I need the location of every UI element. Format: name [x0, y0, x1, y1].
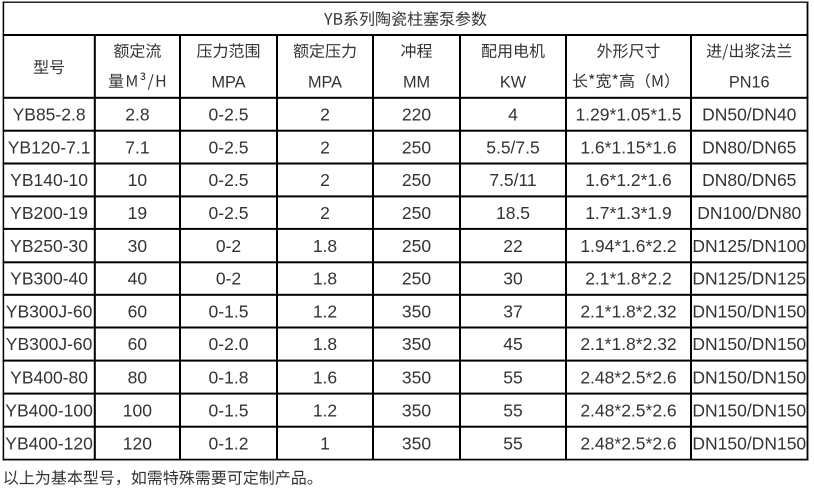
- svg-text:40: 40: [128, 269, 148, 289]
- svg-text:2.48*2.5*2.6: 2.48*2.5*2.6: [580, 367, 676, 387]
- svg-text:0-1.2: 0-1.2: [209, 433, 249, 453]
- svg-text:19: 19: [128, 203, 147, 223]
- svg-text:2.8: 2.8: [125, 104, 149, 124]
- svg-text:30: 30: [503, 269, 523, 289]
- svg-text:2.48*2.5*2.6: 2.48*2.5*2.6: [580, 400, 676, 420]
- svg-text:220: 220: [402, 104, 431, 124]
- svg-text:1.8: 1.8: [313, 269, 337, 289]
- svg-text:30: 30: [128, 236, 148, 256]
- svg-text:0-1.8: 0-1.8: [209, 367, 249, 387]
- svg-text:1: 1: [320, 433, 330, 453]
- svg-text:DN125/DN100: DN125/DN100: [692, 236, 806, 256]
- svg-text:80: 80: [128, 367, 148, 387]
- svg-text:1.94*1.6*2.2: 1.94*1.6*2.2: [580, 236, 676, 256]
- svg-text:45: 45: [503, 334, 522, 354]
- svg-text:DN125/DN125: DN125/DN125: [692, 269, 806, 289]
- svg-text:1.2: 1.2: [313, 301, 337, 321]
- svg-text:1.8: 1.8: [313, 236, 337, 256]
- svg-text:DN150/DN150: DN150/DN150: [692, 400, 806, 420]
- svg-text:18.5: 18.5: [496, 203, 530, 223]
- svg-text:1.29*1.05*1.5: 1.29*1.05*1.5: [575, 104, 681, 124]
- svg-text:250: 250: [402, 170, 431, 190]
- svg-text:1.2: 1.2: [313, 400, 337, 420]
- svg-text:350: 350: [402, 334, 431, 354]
- svg-text:1.6*1.15*1.6: 1.6*1.15*1.6: [580, 137, 676, 157]
- svg-text:0-1.5: 0-1.5: [209, 400, 249, 420]
- svg-text:YB200-19: YB200-19: [10, 203, 88, 223]
- svg-text:1.7*1.3*1.9: 1.7*1.3*1.9: [585, 203, 672, 223]
- svg-text:100: 100: [123, 400, 152, 420]
- svg-text:350: 350: [402, 367, 431, 387]
- svg-text:0-2.5: 0-2.5: [209, 137, 249, 157]
- svg-text:YB85-2.8: YB85-2.8: [13, 104, 86, 124]
- svg-text:7.5/11: 7.5/11: [489, 170, 536, 190]
- svg-text:DN150/DN150: DN150/DN150: [692, 301, 806, 321]
- svg-text:YB250-30: YB250-30: [10, 236, 88, 256]
- svg-text:250: 250: [402, 203, 431, 223]
- svg-text:22: 22: [503, 236, 522, 256]
- svg-text:DN100/DN80: DN100/DN80: [697, 203, 801, 223]
- svg-text:2: 2: [320, 104, 330, 124]
- svg-text:MM: MM: [403, 74, 430, 92]
- svg-text:1.8: 1.8: [313, 334, 337, 354]
- svg-text:0-2.0: 0-2.0: [209, 334, 249, 354]
- svg-text:YB400-100: YB400-100: [5, 400, 93, 420]
- svg-text:0-2.5: 0-2.5: [209, 104, 249, 124]
- svg-text:YB300J-60: YB300J-60: [6, 301, 93, 321]
- svg-text:YB400-120: YB400-120: [5, 433, 93, 453]
- svg-text:37: 37: [503, 301, 522, 321]
- svg-text:4: 4: [508, 104, 518, 124]
- svg-text:DN80/DN65: DN80/DN65: [702, 137, 796, 157]
- svg-text:0-1.5: 0-1.5: [209, 301, 249, 321]
- svg-text:350: 350: [402, 301, 431, 321]
- svg-text:YB140-10: YB140-10: [10, 170, 88, 190]
- svg-text:YB300-40: YB300-40: [10, 269, 88, 289]
- svg-text:MPA: MPA: [211, 74, 245, 92]
- svg-text:55: 55: [503, 400, 522, 420]
- svg-text:250: 250: [402, 236, 431, 256]
- svg-text:60: 60: [128, 301, 148, 321]
- svg-text:0-2: 0-2: [216, 236, 241, 256]
- svg-text:1.6: 1.6: [313, 367, 337, 387]
- svg-text:55: 55: [503, 367, 522, 387]
- svg-text:7.1: 7.1: [125, 137, 149, 157]
- svg-text:2: 2: [320, 170, 330, 190]
- svg-text:2.1*1.8*2.2: 2.1*1.8*2.2: [585, 269, 672, 289]
- svg-text:DN50/DN40: DN50/DN40: [702, 104, 797, 124]
- svg-text:2.1*1.8*2.32: 2.1*1.8*2.32: [580, 301, 676, 321]
- svg-text:250: 250: [402, 269, 431, 289]
- svg-text:5.5/7.5: 5.5/7.5: [486, 137, 540, 157]
- svg-text:YB120-7.1: YB120-7.1: [8, 137, 91, 157]
- svg-text:YB400-80: YB400-80: [10, 367, 88, 387]
- svg-text:2: 2: [320, 137, 330, 157]
- svg-text:350: 350: [402, 400, 431, 420]
- svg-text:KW: KW: [500, 74, 527, 92]
- svg-text:DN150/DN150: DN150/DN150: [692, 334, 806, 354]
- svg-text:250: 250: [402, 137, 431, 157]
- svg-text:MPA: MPA: [308, 74, 342, 92]
- svg-text:350: 350: [402, 433, 431, 453]
- svg-text:DN150/DN150: DN150/DN150: [692, 433, 806, 453]
- svg-text:2: 2: [320, 203, 330, 223]
- svg-text:2.1*1.8*2.32: 2.1*1.8*2.32: [580, 334, 676, 354]
- svg-text:0-2.5: 0-2.5: [209, 203, 249, 223]
- svg-text:120: 120: [123, 433, 152, 453]
- svg-text:PN16: PN16: [729, 74, 770, 92]
- svg-text:1.6*1.2*1.6: 1.6*1.2*1.6: [585, 170, 672, 190]
- svg-text:2.48*2.5*2.6: 2.48*2.5*2.6: [580, 433, 676, 453]
- svg-text:55: 55: [503, 433, 522, 453]
- svg-text:0-2.5: 0-2.5: [209, 170, 249, 190]
- svg-text:60: 60: [128, 334, 148, 354]
- svg-text:0-2: 0-2: [216, 269, 241, 289]
- svg-text:DN80/DN65: DN80/DN65: [702, 170, 796, 190]
- svg-text:DN150/DN150: DN150/DN150: [692, 367, 806, 387]
- svg-text:YB300J-60: YB300J-60: [6, 334, 93, 354]
- svg-text:10: 10: [128, 170, 148, 190]
